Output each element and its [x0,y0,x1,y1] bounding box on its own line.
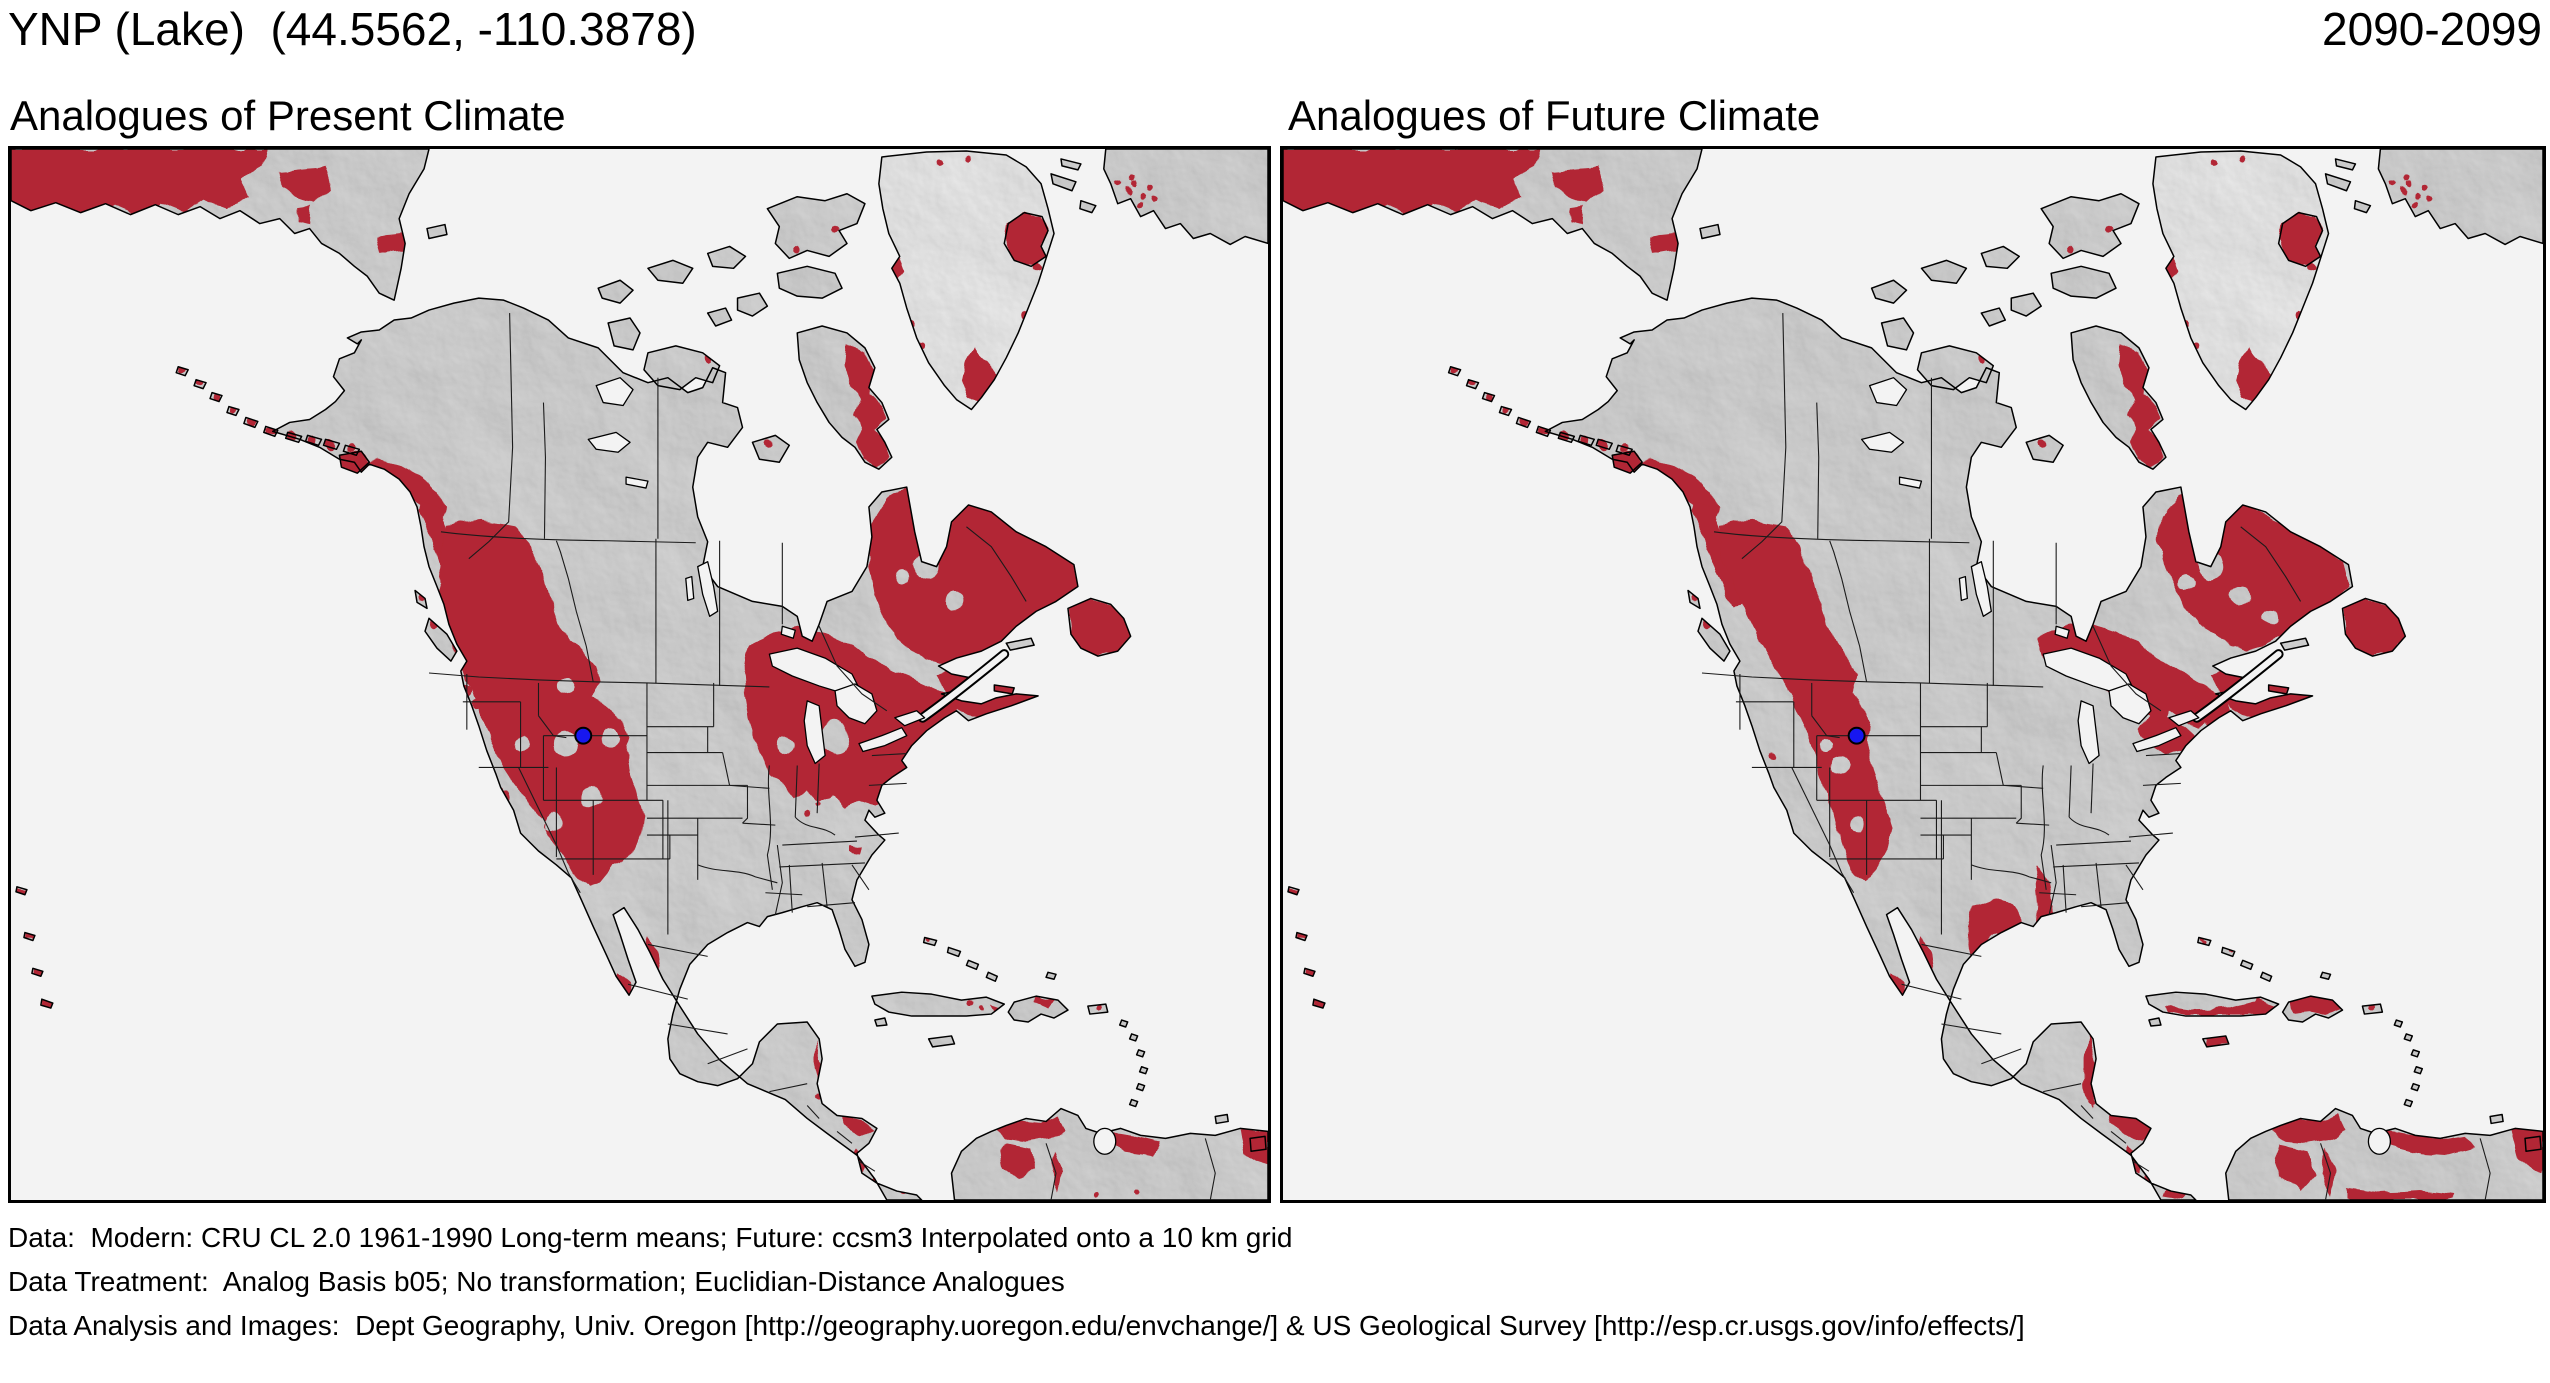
page-title: YNP (Lake) (44.5562, -110.3878) [8,2,697,56]
footer-credits-line: Data Analysis and Images: Dept Geography… [8,1310,2025,1341]
map-future-canvas [1283,149,2543,1200]
title-spacer [245,3,271,55]
map-present [8,146,1271,1203]
site-marker [1847,726,1866,745]
map-present-canvas [11,149,1268,1200]
period-label: 2090-2099 [2322,3,2542,55]
map-title-future: Analogues of Future Climate [1288,92,1821,139]
footer-treatment-line: Data Treatment: Analog Basis b05; No tra… [8,1266,1065,1297]
basemap-layer [1283,149,2543,1200]
site-coordinates: (44.5562, -110.3878) [270,3,697,55]
site-marker [574,726,593,745]
map-future [1280,146,2546,1203]
site-name: YNP (Lake) [8,3,245,55]
map-title-present: Analogues of Present Climate [10,92,566,139]
footer-data-line: Data: Modern: CRU CL 2.0 1961-1990 Long-… [8,1222,1293,1253]
basemap-layer [11,149,1268,1200]
